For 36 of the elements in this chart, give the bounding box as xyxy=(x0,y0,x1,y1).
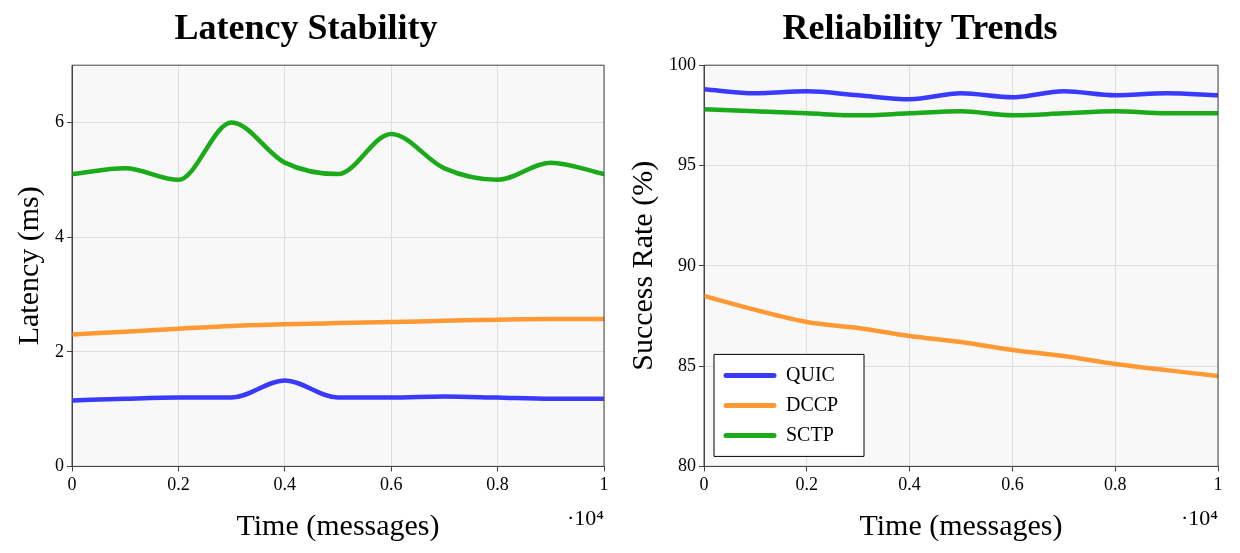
line-series xyxy=(72,316,604,337)
y-axis-title: Success Rate (%) xyxy=(624,160,659,371)
legend-label: DCCP xyxy=(786,392,839,415)
y-tick-label: 85 xyxy=(678,354,696,375)
x-tick-label: 0.2 xyxy=(167,473,190,494)
y-tick-label: 95 xyxy=(678,154,696,175)
x-tick-label: 1 xyxy=(1213,473,1223,494)
x-tick-label: 0 xyxy=(699,473,709,494)
y-tick-label: 90 xyxy=(678,254,696,275)
line-series xyxy=(72,120,604,183)
text: ·10⁴ xyxy=(567,505,605,531)
y-tick-label: 2 xyxy=(55,340,64,361)
x-tick-label: 0.8 xyxy=(1103,473,1127,494)
x-tick-label: 0.4 xyxy=(273,473,297,494)
x-tick-label: 0.8 xyxy=(486,473,509,494)
x-tick-label: 0.4 xyxy=(898,473,921,494)
line-series xyxy=(704,87,1218,102)
chart-title: Latency Stability xyxy=(174,6,438,47)
chart-title: Reliability Trends xyxy=(782,6,1058,47)
x-tick-label: 1 xyxy=(599,473,609,494)
x-axis-title: Time (messages) xyxy=(859,507,1063,542)
legend-label: QUIC xyxy=(786,362,835,385)
x-tick-label: 0.2 xyxy=(795,473,819,494)
x-tick-label: 0.6 xyxy=(379,473,403,494)
y-axis-title: Latency (ms) xyxy=(10,186,45,346)
x-tick-label: 0.6 xyxy=(1001,473,1024,494)
y-tick-label: 80 xyxy=(678,455,696,476)
legend-label: SCTP xyxy=(786,422,834,445)
y-tick-label: 0 xyxy=(55,455,64,476)
y-tick-label: 6 xyxy=(55,111,64,132)
line-series xyxy=(704,107,1218,118)
text: ·10⁴ xyxy=(1181,505,1219,531)
x-axis-title: Time (messages) xyxy=(236,507,440,542)
line-series xyxy=(72,378,604,403)
y-tick-label: 100 xyxy=(669,53,696,74)
y-tick-label: 4 xyxy=(55,225,64,246)
